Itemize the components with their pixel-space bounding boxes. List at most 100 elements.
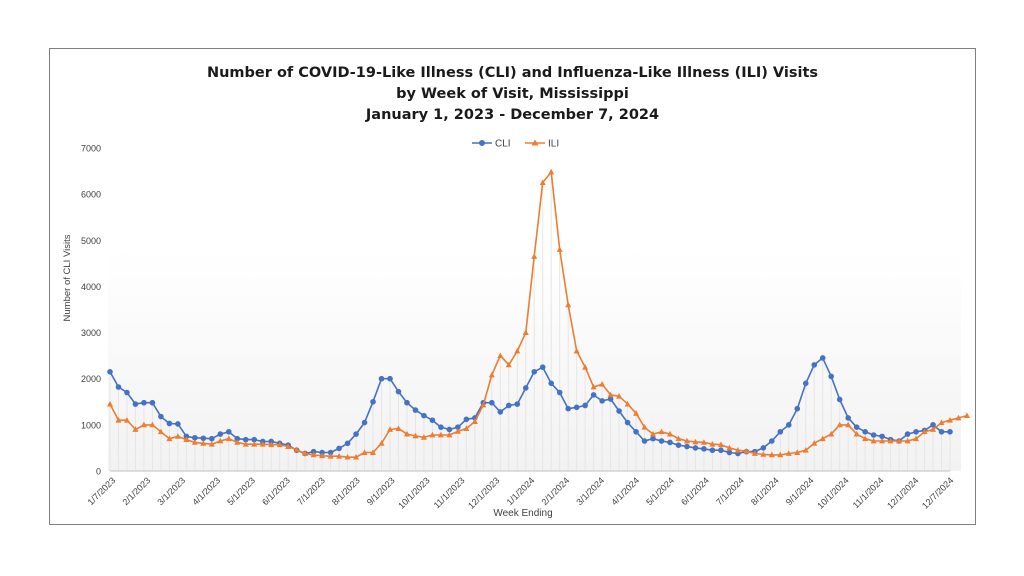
point-ili bbox=[370, 449, 377, 455]
point-cli bbox=[802, 380, 809, 387]
point-ili bbox=[658, 428, 665, 435]
y-tick-label: 7000 bbox=[81, 144, 101, 154]
point-ili bbox=[174, 433, 181, 439]
point-ili bbox=[429, 431, 436, 438]
point-cli bbox=[132, 401, 139, 407]
x-tick-label: 5/1/2023 bbox=[225, 475, 257, 507]
point-ili bbox=[285, 443, 292, 449]
point-cli bbox=[607, 396, 614, 402]
point-cli bbox=[862, 428, 868, 435]
point-cli bbox=[200, 435, 207, 442]
chart-title-line-2: by Week of Visit, Mississippi bbox=[396, 86, 629, 102]
point-cli bbox=[794, 405, 801, 412]
point-ili bbox=[734, 447, 741, 453]
point-ili bbox=[947, 417, 953, 423]
point-cli bbox=[667, 439, 673, 446]
point-ili bbox=[633, 410, 640, 416]
point-cli bbox=[353, 431, 359, 437]
point-cli bbox=[913, 428, 919, 435]
point-ili bbox=[200, 440, 207, 446]
point-ili bbox=[692, 438, 699, 445]
point-cli bbox=[828, 373, 835, 380]
x-tick-label: 11/1/2023 bbox=[432, 475, 467, 510]
point-cli bbox=[149, 399, 156, 406]
point-cli bbox=[446, 426, 453, 433]
point-ili bbox=[913, 435, 920, 442]
point-ili bbox=[717, 441, 724, 448]
point-cli bbox=[930, 422, 936, 428]
point-ili bbox=[183, 436, 190, 443]
point-ili bbox=[505, 361, 512, 368]
point-cli bbox=[845, 415, 851, 421]
point-ili bbox=[420, 434, 427, 440]
point-cli bbox=[769, 438, 775, 444]
point-cli bbox=[539, 364, 546, 370]
point-ili bbox=[471, 418, 478, 425]
point-ili bbox=[599, 381, 606, 387]
point-cli bbox=[225, 428, 232, 435]
x-tick-label: 3/1/2024 bbox=[574, 475, 606, 507]
point-cli bbox=[726, 449, 733, 456]
point-ili bbox=[514, 347, 521, 354]
point-ili bbox=[556, 246, 563, 252]
x-tick-label: 5/1/2024 bbox=[644, 475, 676, 507]
point-cli bbox=[166, 420, 173, 427]
point-ili bbox=[463, 425, 470, 431]
x-tick-label: 7/1/2024 bbox=[714, 475, 746, 507]
point-ili bbox=[488, 371, 495, 378]
point-ili bbox=[930, 426, 937, 432]
point-cli bbox=[701, 446, 707, 452]
point-ili bbox=[565, 301, 572, 308]
point-cli bbox=[310, 448, 317, 455]
point-ili bbox=[395, 425, 402, 431]
point-ili bbox=[582, 363, 589, 370]
point-ili bbox=[132, 426, 139, 432]
point-ili bbox=[650, 430, 657, 437]
point-ili bbox=[963, 412, 970, 419]
point-ili bbox=[242, 441, 249, 447]
point-cli bbox=[361, 419, 368, 426]
x-tick-label: 12/7/2024 bbox=[920, 475, 955, 510]
point-cli bbox=[319, 449, 325, 456]
point-ili bbox=[387, 426, 393, 432]
point-ili bbox=[887, 437, 894, 444]
point-cli bbox=[684, 443, 690, 450]
point-ili bbox=[819, 435, 826, 442]
x-tick-label: 8/1/2024 bbox=[749, 475, 781, 507]
point-cli bbox=[938, 428, 945, 435]
point-ili bbox=[480, 401, 487, 408]
point-ili bbox=[259, 441, 266, 447]
point-ili bbox=[777, 451, 784, 458]
point-ili bbox=[225, 435, 232, 442]
point-cli bbox=[641, 438, 648, 444]
point-cli bbox=[650, 435, 656, 442]
point-cli bbox=[395, 388, 402, 395]
point-cli bbox=[124, 389, 130, 396]
x-axis-label: Week Ending bbox=[493, 508, 552, 519]
point-cli bbox=[514, 401, 521, 407]
point-cli bbox=[548, 380, 555, 387]
point-ili bbox=[794, 449, 801, 455]
point-cli bbox=[242, 436, 249, 443]
point-ili bbox=[811, 440, 818, 446]
point-cli bbox=[344, 440, 351, 447]
point-ili bbox=[437, 431, 444, 438]
point-ili bbox=[616, 393, 623, 399]
point-cli bbox=[556, 389, 563, 396]
point-cli bbox=[141, 399, 147, 406]
x-tick-label: 10/1/2023 bbox=[396, 475, 431, 510]
x-tick-label: 3/1/2023 bbox=[155, 475, 187, 507]
point-cli bbox=[777, 428, 784, 435]
point-ili bbox=[531, 253, 538, 259]
point-cli bbox=[692, 445, 699, 451]
point-ili bbox=[768, 451, 775, 458]
point-ili bbox=[412, 432, 419, 439]
legend-ili-marker bbox=[531, 139, 539, 146]
point-ili bbox=[353, 453, 360, 460]
y-tick-label: 1000 bbox=[81, 420, 101, 430]
point-ili bbox=[336, 453, 343, 459]
y-axis: 0 1000 2000 3000 4000 5000 6000 7000 bbox=[81, 144, 101, 477]
point-cli bbox=[760, 445, 767, 451]
y-tick-label: 5000 bbox=[81, 236, 101, 246]
point-ili bbox=[191, 439, 198, 445]
